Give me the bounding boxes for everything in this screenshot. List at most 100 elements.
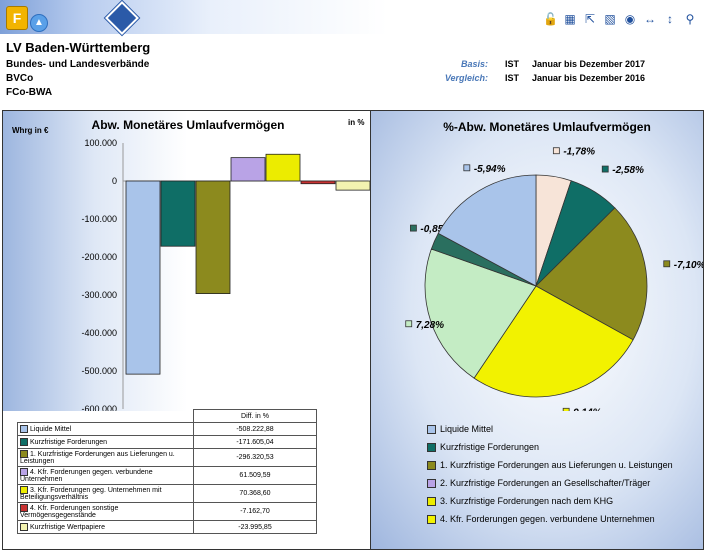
series-value: -7.162,70 xyxy=(193,502,317,521)
legend-label: 3. Kurzfristige Forderungen nach dem KHG xyxy=(440,496,614,506)
series-swatch xyxy=(20,468,28,476)
bar-chart-panel: Whrg in € Abw. Monetäres Umlaufvermögen … xyxy=(2,110,372,550)
bar xyxy=(195,180,231,295)
arrows-vertical-icon[interactable]: ↕ xyxy=(667,12,673,26)
unit-right-label: in % xyxy=(348,118,364,127)
series-name: 1. Kurzfristige Forderungen aus Lieferun… xyxy=(17,448,194,467)
series-value: -508.222,88 xyxy=(193,422,317,436)
bar-chart: Whrg in € Abw. Monetäres Umlaufvermögen … xyxy=(12,118,371,411)
legend-swatch xyxy=(427,497,436,507)
series-name: Kurzfristige Forderungen xyxy=(17,435,194,449)
pie-label-swatch xyxy=(601,165,609,173)
table-header: Diff. in % xyxy=(193,409,317,423)
legend-label: 2. Kurzfristige Forderungen an Gesellsch… xyxy=(440,478,651,488)
unit-left-label: Whrg in € xyxy=(12,126,49,135)
logo-icon xyxy=(105,1,139,35)
pie-slice xyxy=(473,285,634,398)
y-tick-label: -500.000 xyxy=(81,366,117,376)
search-icon[interactable]: ⚲ xyxy=(685,12,695,26)
arrows-horizontal-icon[interactable]: ↔ xyxy=(644,12,656,26)
bar xyxy=(160,180,196,247)
basis-type: IST xyxy=(505,59,520,69)
bar xyxy=(265,153,301,182)
home-icon[interactable]: ▲ xyxy=(30,14,48,32)
basis-label: Basis: xyxy=(460,59,488,69)
legend-swatch xyxy=(427,425,436,435)
y-tick-label: 100.000 xyxy=(84,138,117,148)
y-tick-label: -100.000 xyxy=(81,214,117,224)
subtitle-line-1: Bundes- und Landesverbände xyxy=(6,59,150,70)
subtitle-line-2: BVCo xyxy=(6,73,34,84)
legend-item: 1. Kurzfristige Forderungen aus Lieferun… xyxy=(427,456,673,474)
legend-swatch xyxy=(427,515,436,525)
pie-slice-label: 7,28% xyxy=(416,320,444,331)
legend-label: 4. Kfr. Forderungen gegen. verbundene Un… xyxy=(440,514,655,524)
series-swatch xyxy=(20,504,28,512)
series-swatch xyxy=(20,450,28,458)
export-icon[interactable]: ⇱ xyxy=(584,12,596,26)
report-header: LV Baden-Württemberg Bundes- und Landesv… xyxy=(0,36,705,108)
table-row: 1. Kurzfristige Forderungen aus Lieferun… xyxy=(17,448,317,467)
pie-slice-label: -0,85% xyxy=(420,224,452,235)
series-value: 70.368,60 xyxy=(193,484,317,503)
table-header-row: Diff. in % xyxy=(18,409,317,423)
series-name: Kurzfristige Wertpapiere xyxy=(17,520,194,534)
pie-chart: %-Abw. Monetäres Umlaufvermögen -1,78% -2… xyxy=(405,120,703,411)
pie-slice xyxy=(535,207,648,341)
series-name: Liquide Mittel xyxy=(17,422,194,436)
legend-label: 1. Kurzfristige Forderungen aus Lieferun… xyxy=(440,460,673,470)
legend-swatch xyxy=(427,443,436,453)
vergleich-label: Vergleich: xyxy=(444,73,488,83)
series-value: -296.320,53 xyxy=(193,448,317,467)
toolbar-actions: 🔓 ▦ ⇱ ▧ ◉ ↔ ↕ ⚲ xyxy=(543,12,697,26)
bar xyxy=(335,180,371,191)
app-icon[interactable]: F xyxy=(6,6,28,30)
legend-item: 2. Kurzfristige Forderungen an Gesellsch… xyxy=(427,474,673,492)
table-row: Kurzfristige Wertpapiere -23.995,85 xyxy=(17,520,317,534)
pie-slice-label: -2,58% xyxy=(612,165,644,176)
table-row: 4. Kfr. Forderungen gegen. verbundene Un… xyxy=(17,466,317,485)
subtitle-line-3: FCo-BWA xyxy=(6,87,53,98)
pie-label-swatch xyxy=(663,260,671,268)
pie-legend: Liquide Mittel Kurzfristige Forderungen 1.… xyxy=(427,420,673,528)
lock-icon[interactable]: 🔓 xyxy=(543,12,558,26)
pie-slice xyxy=(437,174,537,287)
pie-slice-label: -1,78% xyxy=(563,147,595,158)
table-row: Kurzfristige Forderungen -171.605,04 xyxy=(17,435,317,449)
legend-label: Kurzfristige Forderungen xyxy=(440,442,540,452)
bar-chart-background xyxy=(3,111,371,411)
pie-slice xyxy=(424,248,537,379)
pie-label-swatch xyxy=(552,147,560,155)
pie-chart-title: %-Abw. Monetäres Umlaufvermögen xyxy=(443,120,651,134)
legend-item: 4. Kfr. Forderungen gegen. verbundene Un… xyxy=(427,510,673,528)
series-swatch xyxy=(20,486,28,494)
series-value: -23.995,85 xyxy=(193,520,317,534)
report-title: LV Baden-Württemberg xyxy=(6,40,151,55)
table-row: 3. Kfr. Forderungen geg. Unternehmen mit… xyxy=(17,484,317,503)
database-icon[interactable]: ◉ xyxy=(624,12,636,26)
vergleich-value: Januar bis Dezember 2016 xyxy=(532,73,646,83)
difference-table: Diff. in % Liquide Mittel -508.222,88 Kurzf… xyxy=(17,409,317,534)
series-name: 4. Kfr. Forderungen sonstige Vermögensge… xyxy=(17,502,194,521)
series-swatch xyxy=(20,438,28,446)
bar xyxy=(300,180,336,185)
series-name: 3. Kfr. Forderungen geg. Unternehmen mit… xyxy=(17,484,194,503)
series-swatch xyxy=(20,523,28,531)
grid-icon[interactable]: ▦ xyxy=(564,12,576,26)
pie-chart-panel: %-Abw. Monetäres Umlaufvermögen -1,78% -2… xyxy=(370,110,704,550)
legend-swatch xyxy=(427,461,436,471)
legend-item: 3. Kurzfristige Forderungen nach dem KHG xyxy=(427,492,673,510)
pie-label-swatch xyxy=(410,224,417,232)
table-icon[interactable]: ▧ xyxy=(604,12,616,26)
y-tick-label: -400.000 xyxy=(81,328,117,338)
legend-swatch xyxy=(427,479,436,489)
y-tick-label: -300.000 xyxy=(81,290,117,300)
table-row: Liquide Mittel -508.222,88 xyxy=(17,422,317,436)
pie-slice-label: -7,10% xyxy=(674,260,703,271)
y-tick-label: -200.000 xyxy=(81,252,117,262)
y-tick-label: -600.000 xyxy=(81,404,117,411)
series-name: 4. Kfr. Forderungen gegen. verbundene Un… xyxy=(17,466,194,485)
series-swatch xyxy=(20,425,28,433)
bar-chart-title: Abw. Monetäres Umlaufvermögen xyxy=(92,118,285,132)
y-tick-label: 0 xyxy=(112,176,117,186)
